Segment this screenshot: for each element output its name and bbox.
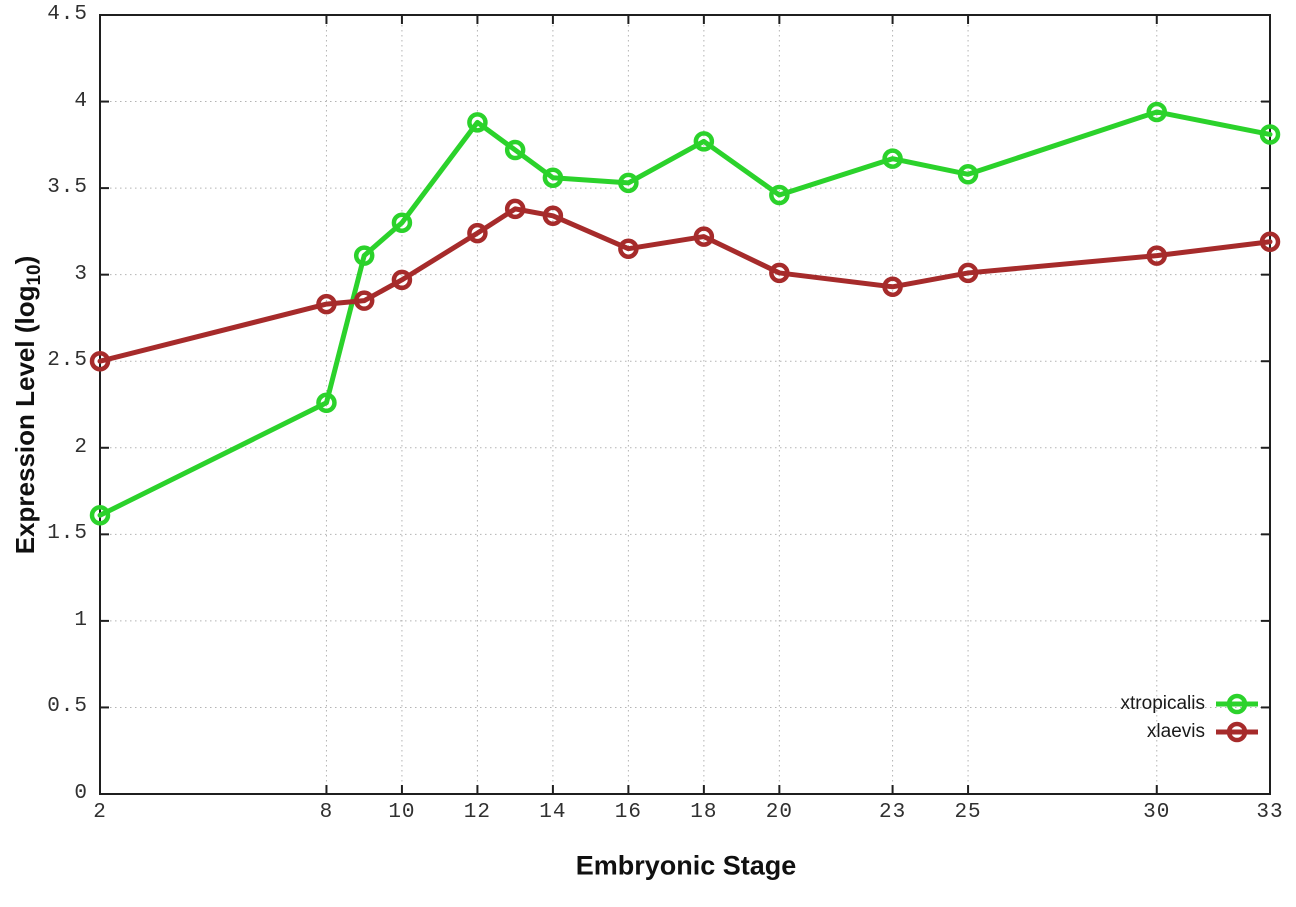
x-tick-label: 16 — [614, 801, 642, 824]
legend-entry-xtropicalis: xtropicalis — [1121, 690, 1260, 717]
y-axis-label-text: Expression Level (log — [9, 285, 40, 555]
y-axis-label-close: ) — [9, 255, 40, 265]
y-tick-label: 1 — [74, 608, 88, 632]
data-point-xlaevis-18 — [693, 226, 715, 247]
x-tick-label: 18 — [690, 801, 718, 824]
legend-label-xtropicalis: xtropicalis — [1120, 692, 1205, 714]
legend-sample-point — [1226, 693, 1248, 714]
data-point-xtropicalis-2 — [89, 505, 111, 526]
data-point-xlaevis-12 — [467, 222, 488, 244]
data-point-xtropicalis-25 — [957, 164, 979, 185]
y-tick-label: 2.5 — [47, 349, 88, 373]
legend-marker-xtropicalis-icon — [1216, 693, 1258, 714]
y-tick-label: 4.5 — [47, 3, 88, 26]
data-point-xtropicalis-8 — [316, 392, 337, 414]
data-point-xlaevis-2 — [89, 350, 111, 372]
x-tick-label: 30 — [1143, 801, 1171, 824]
data-point-xtropicalis-10 — [391, 212, 413, 233]
y-tick-label: 3 — [74, 262, 88, 286]
y-tick-label: 0 — [74, 782, 88, 805]
legend-entry-xlaevis: xlaevis — [1147, 718, 1260, 745]
data-point-xlaevis-9 — [353, 290, 375, 311]
data-point-xlaevis-23 — [882, 276, 903, 298]
data-point-xlaevis-20 — [769, 262, 790, 284]
x-tick-label: 14 — [539, 801, 567, 824]
data-point-xtropicalis-13 — [504, 139, 526, 161]
data-point-xtropicalis-30 — [1146, 101, 1168, 123]
data-point-xlaevis-25 — [957, 262, 979, 284]
x-tick-label: 23 — [878, 801, 907, 824]
y-tick-label: 4 — [74, 89, 88, 113]
series-line-xlaevis — [97, 206, 1273, 364]
x-tick-label: 25 — [954, 801, 982, 824]
data-point-xlaevis-16 — [618, 238, 639, 259]
x-tick-label: 12 — [463, 801, 492, 824]
x-tick-label: 8 — [319, 801, 334, 824]
data-point-xtropicalis-20 — [769, 184, 790, 206]
data-point-xtropicalis-12 — [467, 112, 488, 133]
data-point-xlaevis-8 — [316, 293, 337, 315]
plot-border — [99, 14, 1271, 795]
data-point-xtropicalis-33 — [1259, 124, 1281, 145]
y-axis-label: Expression Level (log10) — [10, 256, 46, 555]
data-point-xtropicalis-18 — [693, 131, 715, 152]
x-tick-label: 2 — [93, 801, 107, 824]
x-tick-label: 10 — [388, 801, 416, 824]
legend-marker-xlaevis-icon — [1216, 721, 1258, 742]
data-point-xlaevis-14 — [542, 205, 564, 227]
x-axis-label: Embryonic Stage — [575, 850, 797, 881]
legend-sample-point — [1226, 721, 1248, 742]
legend: xtropicalis xlaevis — [1121, 690, 1260, 745]
y-tick-label: 1.5 — [47, 522, 88, 546]
y-axis-label-subscript: 10 — [24, 264, 46, 286]
data-point-xtropicalis-9 — [353, 245, 375, 266]
data-point-xlaevis-30 — [1146, 245, 1168, 266]
y-tick-label: 0.5 — [47, 695, 88, 719]
data-point-xlaevis-13 — [504, 198, 526, 220]
y-tick-label: 3.5 — [47, 176, 88, 200]
series-line-xtropicalis — [97, 109, 1273, 518]
legend-label-xlaevis: xlaevis — [1146, 720, 1205, 742]
y-tick-label: 2 — [74, 435, 88, 459]
data-point-xlaevis-10 — [391, 269, 413, 291]
x-tick-label: 20 — [765, 801, 793, 824]
data-point-xtropicalis-16 — [618, 172, 639, 194]
data-point-xlaevis-33 — [1259, 231, 1281, 253]
x-tick-label: 33 — [1256, 801, 1284, 824]
data-point-xtropicalis-23 — [882, 148, 903, 169]
data-point-xtropicalis-14 — [542, 167, 564, 188]
